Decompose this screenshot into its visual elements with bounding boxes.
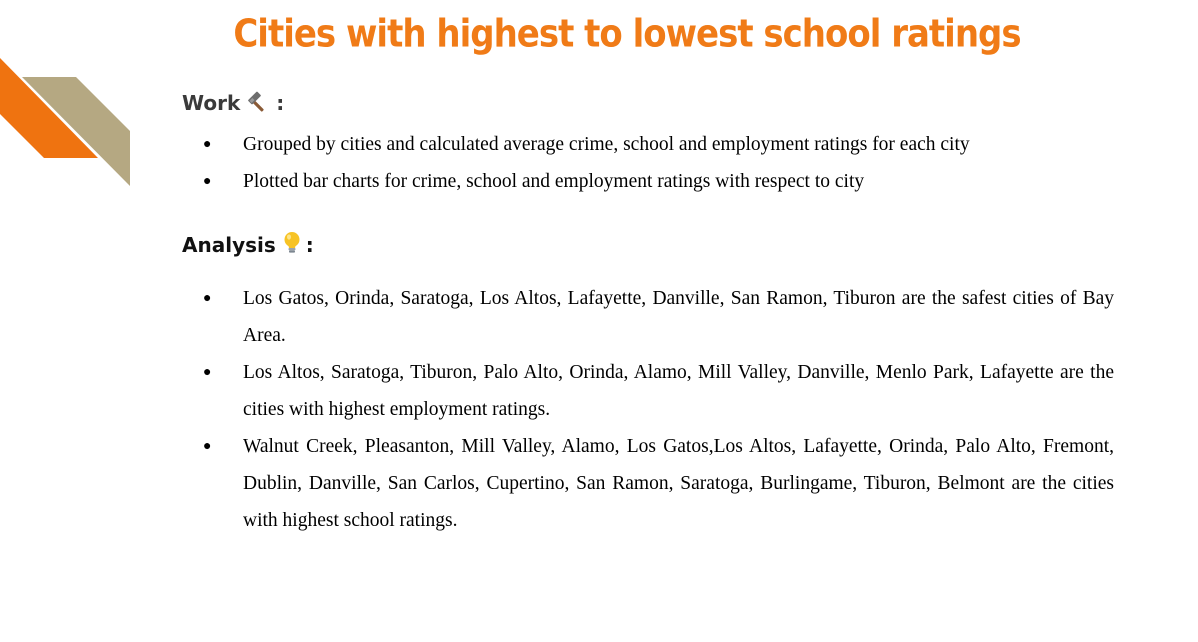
analysis-list: ● Los Gatos, Orinda, Saratoga, Los Altos,… — [200, 280, 1114, 539]
bullet: ● — [203, 291, 212, 306]
page-title: Cities with highest to lowest school rat… — [233, 12, 1021, 57]
list-item: ● Walnut Creek, Pleasanton, Mill Valley, … — [200, 428, 1114, 539]
work-heading: Work : — [182, 91, 284, 118]
list-item-text: Los Altos, Saratoga, Tiburon, Palo Alto,… — [243, 362, 1114, 420]
work-heading-colon: : — [276, 91, 285, 115]
bullet: ● — [203, 439, 212, 454]
work-heading-label: Work — [182, 91, 241, 115]
list-item-text: Los Gatos, Orinda, Saratoga, Los Altos, … — [243, 288, 1114, 346]
work-list: ● Grouped by cities and calculated averag… — [200, 126, 1114, 200]
bullet: ● — [203, 137, 212, 152]
list-item-text: Plotted bar charts for crime, school and… — [243, 171, 865, 192]
list-item-text: Grouped by cities and calculated average… — [243, 134, 970, 155]
bullet: ● — [203, 174, 212, 189]
lightbulb-icon — [282, 231, 302, 260]
tan-stripe — [22, 77, 130, 186]
analysis-heading-colon: : — [305, 233, 314, 257]
list-item: ● Los Altos, Saratoga, Tiburon, Palo Alto… — [200, 354, 1114, 428]
bullet: ● — [203, 365, 212, 380]
analysis-heading-label: Analysis — [182, 233, 276, 257]
orange-stripe — [0, 58, 98, 158]
list-item-text: Walnut Creek, Pleasanton, Mill Valley, A… — [243, 436, 1114, 531]
corner-decoration — [0, 58, 130, 186]
analysis-heading: Analysis : — [182, 231, 314, 260]
list-item: ● Plotted bar charts for crime, school an… — [200, 163, 1114, 200]
list-item: ● Los Gatos, Orinda, Saratoga, Los Altos,… — [200, 280, 1114, 354]
hammer-icon — [246, 91, 272, 118]
list-item: ● Grouped by cities and calculated averag… — [200, 126, 1114, 163]
